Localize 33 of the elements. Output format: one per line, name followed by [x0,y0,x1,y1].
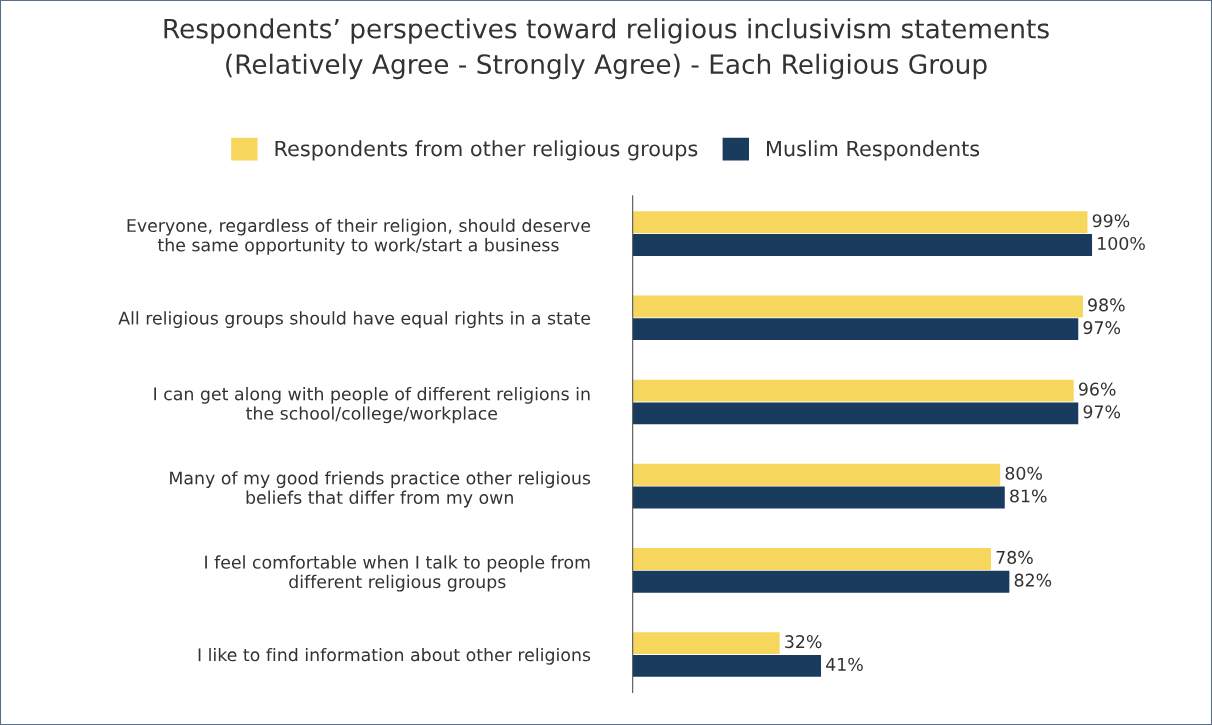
bar [632,211,1088,234]
legend-label: Respondents from other religious groups [275,140,698,161]
y-tick-label: Everyone, regardless of their religion, should deserve the same opportunity to work/start a business [127,218,591,255]
data-label: 78% [996,550,1033,564]
data-label: 99% [1092,214,1130,228]
bar [632,654,822,677]
bar [632,318,1079,341]
chart-title: Respondents’ perspectives toward religious inclusivism statements (Relatively Agree - Strongly Agree) - Each Religious Group [164,18,1049,80]
y-tick-label: Many of my good friends practice other religious beliefs that differ from my own [170,471,591,508]
bar [632,548,991,570]
y-tick-label: I can get along with people of different religions in the school/college/workplace [154,386,590,424]
data-label: 82% [1014,573,1052,587]
data-label: 32% [785,635,822,649]
data-label: 81% [1010,489,1047,503]
data-label: 97% [1083,405,1121,419]
data-label: 100% [1098,236,1145,251]
data-label: 98% [1088,298,1125,312]
bar [632,295,1083,318]
bar [632,234,1093,256]
bar [632,379,1074,402]
bar [632,463,1001,486]
bar [632,570,1010,593]
data-label: 80% [1005,466,1042,480]
bar [632,632,780,655]
bar [632,486,1005,509]
data-label: 41% [826,657,863,671]
y-tick-label: I like to find information about other religions [198,647,591,665]
y-tick-label: All religious groups should have equal rights in a state [118,311,591,329]
legend-label: Muslim Respondents [767,140,980,161]
data-label: 96% [1078,382,1116,396]
bar [632,402,1079,425]
y-tick-label: I feel comfortable when I talk to people from different religious groups [205,555,590,592]
data-label: 97% [1083,321,1121,335]
